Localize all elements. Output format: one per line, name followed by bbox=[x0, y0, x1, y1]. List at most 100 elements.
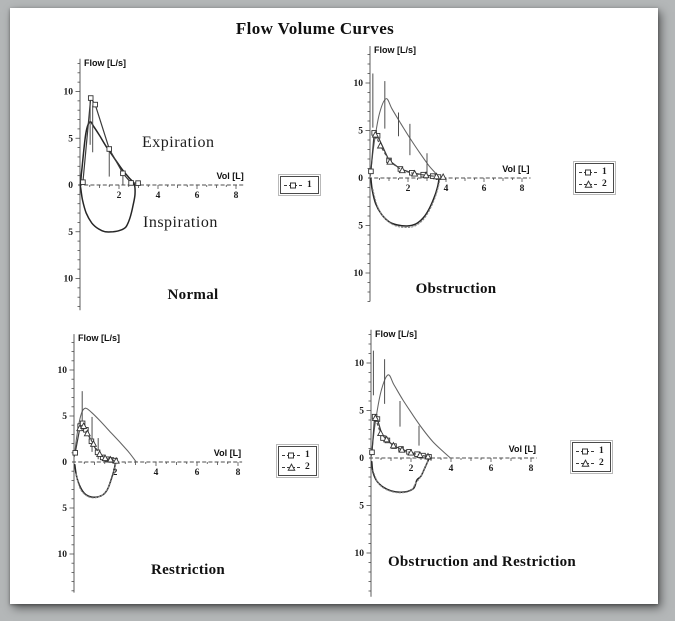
y-tick-label: 10 bbox=[64, 88, 74, 98]
legend-label: 2 bbox=[305, 462, 310, 472]
legend-item: 1 bbox=[579, 166, 607, 178]
square-marker bbox=[106, 146, 112, 152]
y-tick-label: 10 bbox=[64, 275, 74, 285]
square-marker bbox=[128, 180, 134, 186]
triangle-marker bbox=[424, 452, 432, 460]
x-tick-label: 2 bbox=[409, 464, 414, 474]
y-tick-label: 10 bbox=[355, 549, 365, 559]
curve-inspiration-2 bbox=[75, 462, 117, 499]
x-axis-label: Vol [L] bbox=[214, 448, 241, 458]
curve-inspiration-2 bbox=[372, 460, 429, 494]
triangle-marker bbox=[376, 141, 385, 149]
curve-patient-loop bbox=[79, 120, 136, 233]
legend-item: 1 bbox=[576, 445, 604, 457]
x-tick-label: 8 bbox=[520, 184, 525, 194]
square-marker bbox=[92, 101, 98, 108]
square-marker bbox=[120, 170, 126, 177]
triangle-marker-icon bbox=[579, 179, 598, 188]
triangle-marker bbox=[398, 445, 406, 453]
x-tick-label: 4 bbox=[449, 464, 454, 474]
y-tick-label: 0 bbox=[359, 454, 364, 464]
chart-title-obstruction-restriction: Obstruction and Restriction bbox=[387, 554, 577, 570]
legend-normal: 1 bbox=[278, 174, 321, 196]
y-axis-label: Flow [L/s] bbox=[84, 58, 126, 68]
legend-label: 1 bbox=[305, 450, 310, 460]
x-tick-label: 4 bbox=[154, 468, 159, 478]
x-tick-label: 4 bbox=[444, 184, 449, 194]
y-tick-label: 0 bbox=[68, 181, 73, 191]
legend-item: 1 bbox=[284, 179, 312, 191]
legend-label: 1 bbox=[602, 167, 607, 177]
y-tick-label: 5 bbox=[358, 127, 363, 137]
curve-inspiration-1 bbox=[74, 461, 117, 499]
triangle-marker bbox=[89, 440, 98, 447]
triangle-marker bbox=[422, 171, 430, 179]
legend-label: 1 bbox=[599, 446, 604, 456]
chart-restriction-plot: 2 4 6 8 10 5 0 5 10 Flow [L/s] Vol [L] bbox=[58, 333, 243, 593]
chart-normal-plot: 2 4 6 8 10 5 0 5 10 Flow [L/s] Vol [L] bbox=[64, 58, 245, 311]
x-tick-label: 2 bbox=[406, 184, 411, 194]
triangle-marker bbox=[584, 179, 593, 188]
y-tick-label: 5 bbox=[359, 502, 364, 512]
expiration-label: Expiration bbox=[142, 134, 215, 151]
x-tick-label: 2 bbox=[113, 468, 118, 478]
x-tick-label: 2 bbox=[117, 191, 122, 201]
square-marker bbox=[290, 182, 296, 188]
y-tick-label: 5 bbox=[62, 504, 67, 514]
y-tick-label: 0 bbox=[358, 174, 363, 184]
x-tick-label: 4 bbox=[156, 191, 161, 201]
legend-item: 2 bbox=[576, 457, 604, 469]
curve-reference bbox=[369, 98, 440, 179]
triangle-marker-icon bbox=[282, 462, 301, 471]
square-marker-icon bbox=[284, 182, 303, 188]
triangle-marker bbox=[407, 448, 415, 456]
triangle-marker bbox=[398, 166, 406, 174]
y-tick-label: 0 bbox=[62, 458, 67, 468]
x-axis-label: Vol [L] bbox=[509, 444, 536, 454]
square-marker bbox=[585, 169, 591, 175]
triangle-marker bbox=[382, 435, 391, 443]
square-marker bbox=[368, 168, 374, 175]
x-tick-label: 8 bbox=[529, 464, 534, 474]
figure-title: Flow Volume Curves bbox=[235, 19, 395, 38]
y-tick-label: 5 bbox=[358, 222, 363, 232]
triangle-marker bbox=[581, 458, 590, 467]
y-axis-label: Flow [L/s] bbox=[374, 45, 416, 55]
chart-obstruction-plot: 2 4 6 8 10 5 0 5 10 Flow [L/s] Vol [L] bbox=[354, 45, 531, 302]
curve-inspiration-1 bbox=[370, 178, 440, 227]
curve-reference bbox=[73, 407, 137, 463]
legend-label: 2 bbox=[599, 458, 604, 468]
chart-title-obstruction: Obstruction bbox=[415, 281, 497, 297]
triangle-marker bbox=[389, 441, 398, 449]
triangle-marker bbox=[410, 169, 419, 177]
square-marker bbox=[582, 448, 588, 454]
square-marker bbox=[369, 449, 375, 456]
x-tick-label: 6 bbox=[482, 184, 487, 194]
legend-item: 2 bbox=[282, 461, 310, 473]
y-tick-label: 10 bbox=[58, 366, 68, 376]
square-marker-icon bbox=[579, 169, 598, 175]
y-tick-label: 5 bbox=[68, 134, 73, 144]
triangle-marker bbox=[106, 455, 115, 463]
square-marker bbox=[72, 450, 78, 456]
triangle-marker bbox=[432, 172, 441, 180]
triangle-marker bbox=[439, 172, 447, 180]
y-tick-label: 10 bbox=[354, 269, 364, 279]
y-tick-label: 10 bbox=[355, 359, 365, 369]
x-axis-label: Vol [L] bbox=[502, 164, 529, 174]
inspiration-label: Inspiration bbox=[143, 214, 218, 231]
y-tick-label: 10 bbox=[58, 550, 68, 560]
square-marker bbox=[288, 452, 294, 458]
x-axis-label: Vol [L] bbox=[216, 171, 243, 181]
square-marker bbox=[135, 180, 141, 186]
x-tick-label: 6 bbox=[195, 468, 200, 478]
y-tick-label: 5 bbox=[62, 412, 67, 422]
triangle-marker bbox=[376, 429, 385, 437]
square-marker-icon bbox=[282, 452, 301, 458]
x-tick-label: 8 bbox=[236, 468, 241, 478]
curve-inspiration-2 bbox=[372, 178, 441, 229]
legend-label: 1 bbox=[307, 180, 312, 190]
